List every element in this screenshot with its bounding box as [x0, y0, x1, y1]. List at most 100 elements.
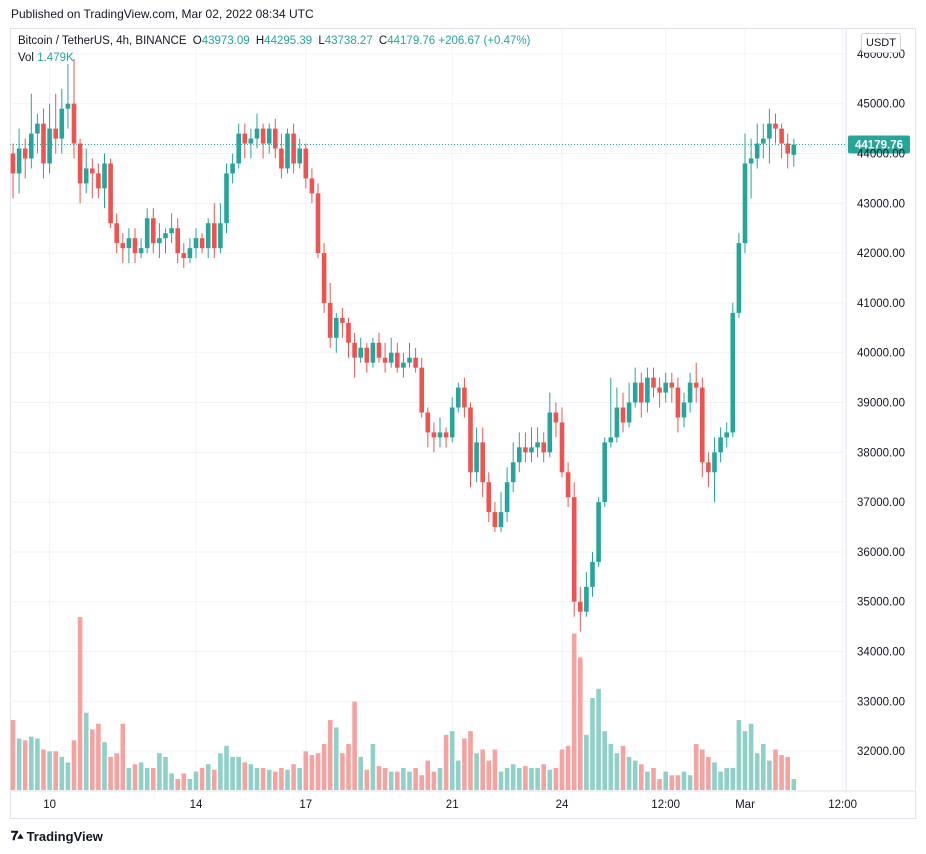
volume-bar [47, 751, 52, 790]
candle-body [279, 148, 284, 169]
time-tick-label: 21 [446, 799, 459, 811]
candle [352, 332, 357, 378]
candle-body [535, 442, 540, 448]
volume-bar [364, 769, 370, 790]
chart-grid [10, 29, 915, 792]
volume-bar [681, 771, 687, 790]
candle [291, 123, 296, 174]
volume-bar [401, 767, 406, 790]
volume-bar [632, 760, 638, 790]
volume-bars [10, 617, 797, 790]
candle [535, 427, 540, 458]
candle-body [273, 128, 278, 149]
volume-bar [138, 762, 144, 790]
volume-bar [53, 751, 58, 790]
candle-body [449, 407, 455, 438]
volume-bar [340, 753, 345, 790]
volume-bar [419, 775, 424, 790]
volume-bar [700, 749, 705, 790]
volume-bar [96, 723, 101, 790]
volume-bar [468, 731, 473, 790]
candle-body [321, 253, 327, 303]
candle-body [407, 357, 412, 363]
volume-bar [669, 775, 675, 790]
volume-bar [718, 771, 723, 790]
candle [517, 432, 522, 473]
volume-bar [285, 769, 290, 790]
candle-body [71, 103, 77, 144]
candle-body [413, 357, 418, 368]
candle-body [687, 382, 693, 403]
candle-body [620, 407, 626, 423]
footer-brand[interactable]: 𝟕▴ TradingView [11, 828, 103, 844]
candle [663, 372, 668, 403]
candle [151, 208, 156, 254]
volume-bar [590, 698, 595, 790]
volume-bar [303, 751, 309, 790]
volume-bar [486, 760, 492, 790]
candle [364, 342, 370, 373]
candle [340, 307, 345, 338]
candle [120, 233, 126, 264]
candle [614, 387, 620, 443]
time-tick-label: 17 [299, 799, 312, 811]
candle-body [242, 133, 248, 144]
volume-bar [126, 767, 132, 790]
candle-body [364, 347, 370, 363]
price-tick-label: 39000.00 [857, 398, 905, 410]
candle [309, 168, 315, 204]
volume-bar [181, 773, 187, 790]
price-tick-label: 32000.00 [857, 746, 905, 758]
candle [108, 158, 113, 229]
candle [187, 238, 193, 264]
candle [602, 437, 607, 508]
candle-body [675, 387, 681, 418]
candle [83, 148, 89, 194]
volume-bar [71, 740, 77, 790]
time-tick-label: 10 [43, 799, 56, 811]
candle [657, 377, 662, 408]
candle-body [358, 347, 363, 358]
candle-body [443, 432, 449, 438]
candle-body [175, 228, 180, 254]
candle [358, 337, 363, 363]
candle [47, 103, 52, 174]
candle [370, 337, 376, 368]
candle-body [388, 352, 394, 363]
volume-bar [157, 753, 162, 790]
candle [468, 402, 473, 488]
candle-body [59, 108, 65, 139]
candle [401, 352, 406, 378]
volume-bar [748, 723, 754, 790]
candle [126, 228, 132, 264]
candle-body [553, 412, 559, 423]
candle-body [120, 243, 126, 249]
candle-body [651, 377, 656, 388]
candle [675, 377, 681, 433]
currency-button[interactable]: USDT [861, 33, 901, 53]
volume-bar [523, 766, 528, 790]
volume-bar [205, 764, 211, 790]
volume-bar [407, 771, 412, 790]
candle-body [785, 143, 790, 154]
candle-body [309, 178, 315, 194]
candle-body [754, 143, 760, 159]
candle-body [419, 367, 424, 413]
volume-bar [242, 762, 248, 790]
candle [346, 317, 351, 358]
candle-body [712, 452, 717, 473]
candle [474, 427, 479, 483]
candle [29, 93, 34, 169]
candle-body [224, 173, 229, 224]
candle [303, 143, 309, 189]
candle [419, 357, 424, 418]
candle-body [53, 128, 58, 139]
volume-bar [443, 734, 449, 790]
candle-body [767, 123, 772, 139]
volume-bar [425, 760, 431, 790]
candle-body [468, 407, 473, 473]
published-notice: Published on TradingView.com, Mar 02, 20… [11, 7, 314, 21]
candle [596, 497, 601, 567]
volume-bar [620, 745, 626, 790]
